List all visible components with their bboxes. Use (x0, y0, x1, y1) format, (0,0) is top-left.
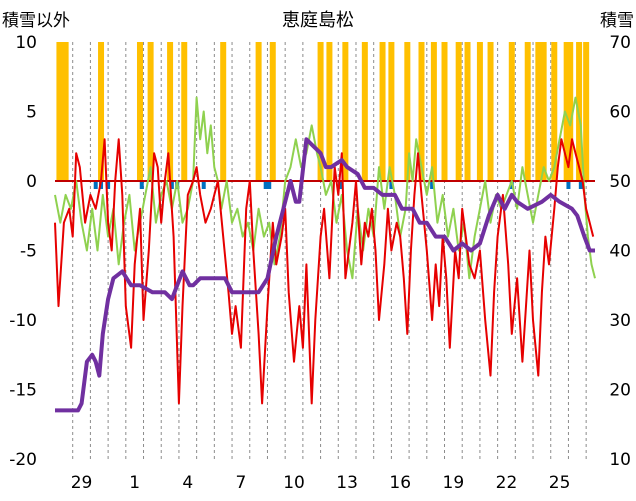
x-tick-label: 4 (182, 473, 193, 493)
precip-bar (136, 42, 143, 181)
precip-bar (326, 42, 333, 181)
x-tick-label: 29 (71, 473, 93, 493)
snowfall-bar (93, 181, 98, 189)
x-tick-label: 22 (496, 473, 518, 493)
snowfall-bar (566, 181, 571, 189)
precip-bar (418, 42, 425, 181)
right-axis-label: 積雪 (600, 11, 634, 31)
x-axis: 29 1 4 7 10 13 16 19 22 25 (71, 473, 571, 493)
precip-bar (62, 42, 69, 181)
precip-bar (430, 42, 437, 181)
precip-bar (441, 42, 448, 181)
x-tick-label: 1 (129, 473, 140, 493)
precip-bar (317, 42, 324, 181)
right-tick-label: 30 (609, 311, 631, 331)
precip-bar (535, 42, 542, 181)
precip-bar (59, 42, 66, 181)
precip-bar (551, 42, 558, 181)
precip-bar (147, 42, 154, 181)
left-axis-label: 積雪以外 (2, 11, 70, 31)
precip-bar (583, 42, 590, 181)
precip-bar (388, 42, 395, 181)
chart-title: 恵庭島松 (282, 10, 354, 31)
snowfall-bar (267, 181, 272, 189)
precip-bar (255, 42, 262, 181)
precip-bar (487, 42, 494, 181)
precip-bar (98, 42, 105, 181)
precip-bar (540, 42, 547, 181)
precip-bar (563, 42, 570, 181)
x-tick-label: 13 (336, 473, 358, 493)
precip-bar (361, 42, 368, 181)
left-tick-label: -10 (9, 311, 37, 331)
snow-depth-line (55, 137, 595, 413)
snowfall-bar (263, 181, 268, 189)
precip-bar (379, 42, 386, 181)
left-tick-label: -20 (9, 450, 37, 470)
snowfall-bar (106, 181, 111, 189)
right-tick-label: 10 (609, 450, 631, 470)
left-tick-label: -15 (9, 381, 37, 401)
x-tick-label: 19 (443, 473, 465, 493)
precip-bar (567, 42, 574, 181)
precip-bar (464, 42, 471, 181)
right-tick-label: 20 (609, 381, 631, 401)
snowfall-bar (169, 181, 174, 189)
precip-bar (167, 42, 174, 181)
x-tick-label: 7 (235, 473, 246, 493)
x-tick-label: 25 (549, 473, 571, 493)
series-lines (54, 96, 596, 413)
precip-bar (342, 42, 349, 181)
precip-bar (269, 42, 276, 181)
right-tick-label: 60 (609, 103, 631, 123)
precip-bar (508, 42, 515, 181)
precip-bar (181, 42, 188, 181)
right-tick-label: 50 (609, 172, 631, 192)
x-tick-label: 16 (389, 473, 411, 493)
snowfall-bar (139, 181, 144, 189)
other-line (54, 96, 596, 280)
snowfall-bar (201, 181, 206, 189)
temperature-line (54, 138, 595, 405)
left-axis: 10 5 0 -5 -10 -15 -20 (9, 33, 37, 470)
precip-bar (455, 42, 462, 181)
precip-bar (524, 42, 531, 181)
precip-bar (404, 42, 411, 181)
left-tick-label: -5 (20, 242, 37, 262)
precip-bar (476, 42, 483, 181)
right-tick-label: 70 (609, 33, 631, 53)
right-tick-label: 40 (609, 242, 631, 262)
snowfall-bar (389, 181, 394, 189)
left-tick-label: 0 (26, 172, 37, 192)
left-tick-label: 5 (26, 103, 37, 123)
right-axis: 70 60 50 40 30 20 10 (609, 33, 631, 470)
snowfall-bar (430, 181, 435, 189)
snowfall-bar (578, 181, 583, 189)
left-tick-label: 10 (15, 33, 37, 53)
precip-bar (220, 42, 227, 181)
x-tick-label: 10 (283, 473, 305, 493)
